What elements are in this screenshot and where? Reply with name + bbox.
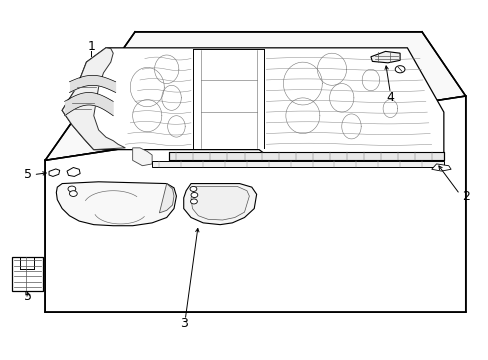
- Circle shape: [68, 186, 76, 192]
- Polygon shape: [62, 48, 125, 150]
- Polygon shape: [132, 148, 152, 166]
- Polygon shape: [45, 96, 465, 312]
- Polygon shape: [191, 186, 249, 220]
- Polygon shape: [45, 32, 465, 160]
- Polygon shape: [159, 184, 174, 213]
- Polygon shape: [56, 182, 176, 226]
- Circle shape: [190, 199, 197, 204]
- Text: 5: 5: [24, 168, 32, 181]
- Text: 2: 2: [461, 190, 469, 203]
- Polygon shape: [169, 152, 443, 160]
- Polygon shape: [62, 48, 443, 155]
- Circle shape: [394, 66, 404, 73]
- Circle shape: [190, 186, 197, 192]
- Circle shape: [191, 193, 198, 198]
- Polygon shape: [183, 184, 256, 225]
- Text: 1: 1: [87, 40, 95, 53]
- Polygon shape: [152, 161, 443, 167]
- Polygon shape: [67, 167, 80, 176]
- Polygon shape: [49, 169, 60, 176]
- Polygon shape: [431, 164, 450, 171]
- Text: 5: 5: [24, 289, 32, 303]
- Circle shape: [69, 191, 77, 197]
- Text: 3: 3: [180, 317, 187, 330]
- Polygon shape: [12, 257, 42, 291]
- Text: 4: 4: [386, 91, 393, 104]
- Polygon shape: [370, 51, 399, 63]
